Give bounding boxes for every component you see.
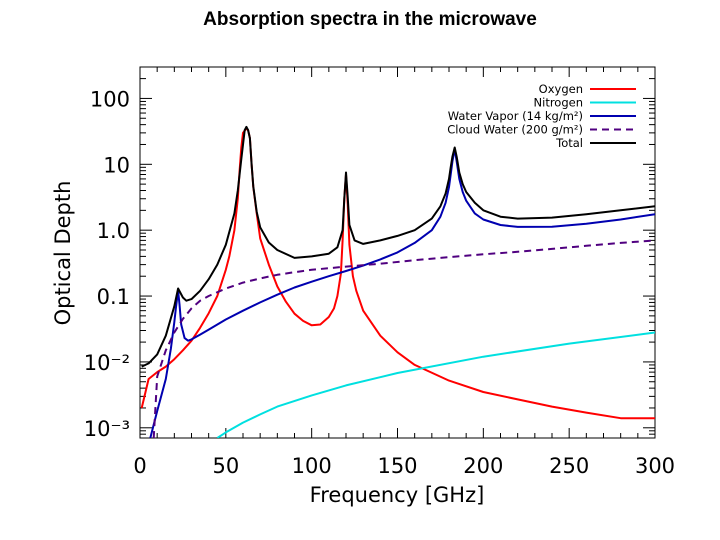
series-water-vapor-14-kg-m [149, 148, 655, 438]
legend-label: Water Vapor (14 kg/m²) [448, 109, 583, 123]
x-axis-label: Frequency [GHz] [310, 483, 485, 507]
x-tick-label: 300 [635, 454, 675, 478]
legend-label: Total [555, 136, 583, 150]
y-tick-label: 1.0 [97, 219, 130, 243]
tick-labels: 0 50 100 150 200 250 300 10⁻³ 10⁻² 0.1 1.0 10 100 [84, 87, 675, 478]
axis-ticks [139, 66, 656, 439]
y-tick-label: 10⁻² [84, 351, 130, 375]
series-total [141, 125, 655, 368]
x-tick-label: 0 [133, 454, 146, 478]
series-oxygen [140, 127, 655, 420]
legend-label: Oxygen [539, 82, 583, 96]
chart-title: Absorption spectra in the microwave [203, 9, 537, 30]
x-tick-label: 100 [292, 454, 332, 478]
legend-label: Nitrogen [534, 96, 583, 110]
y-tick-label: 100 [90, 87, 130, 111]
legend-label: Cloud Water (200 g/m²) [447, 123, 583, 137]
series-lines [140, 125, 655, 438]
x-tick-label: 150 [377, 454, 417, 478]
y-tick-label: 0.1 [97, 285, 130, 309]
series-nitrogen [216, 331, 655, 438]
x-tick-label: 200 [463, 454, 503, 478]
y-axis-label: Optical Depth [51, 181, 75, 326]
y-tick-label: 10 [103, 153, 130, 177]
y-tick-label: 10⁻³ [84, 417, 130, 441]
series-cloud-water-200-g-m [152, 239, 655, 438]
x-tick-label: 250 [549, 454, 589, 478]
x-tick-label: 50 [212, 454, 239, 478]
